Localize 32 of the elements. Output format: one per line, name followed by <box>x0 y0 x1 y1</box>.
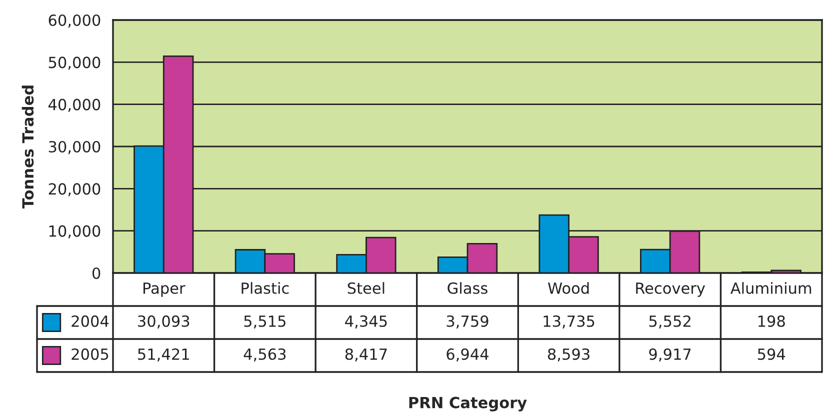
data-label: 9,917 <box>649 348 691 362</box>
x-tick-label: Recovery <box>636 282 706 297</box>
y-tick-label: 10,000 <box>49 225 100 238</box>
data-label: 4,563 <box>244 348 286 362</box>
y-axis-title: Tonnes Traded <box>22 86 34 209</box>
x-tick-label: Glass <box>448 282 488 294</box>
data-label: 4,345 <box>345 315 387 328</box>
y-tick-label: 20,000 <box>48 183 100 196</box>
x-tick-label: Paper <box>144 282 186 297</box>
data-label: 8,593 <box>548 348 590 362</box>
text: PRN Category <box>409 396 527 412</box>
data-label: 594 <box>758 348 786 360</box>
legend-label: 2005 <box>72 348 108 360</box>
x-tick-label: Steel <box>348 282 384 294</box>
y-tick-label: 50,000 <box>48 56 100 70</box>
legend-label: 2004 <box>72 315 109 327</box>
x-tick-label: Wood <box>548 282 589 294</box>
y-tick-label: 30,000 <box>48 140 100 154</box>
data-label: 5,515 <box>244 316 286 328</box>
data-label: 13,735 <box>544 315 594 328</box>
data-label: 198 <box>758 315 785 327</box>
data-label: 51,421 <box>138 348 189 362</box>
data-label: 30,093 <box>138 315 190 328</box>
data-label: 8,417 <box>345 348 387 362</box>
y-tick-label: 60,000 <box>48 14 100 28</box>
x-tick-label: Plastic <box>242 282 289 294</box>
y-tick-label: 40,000 <box>48 98 100 112</box>
y-tick-label: 0 <box>92 267 100 280</box>
x-tick-label: Aluminium <box>730 282 812 294</box>
data-label: 6,944 <box>446 348 489 362</box>
data-label: 3,759 <box>446 315 488 328</box>
data-label: 5,552 <box>649 315 690 328</box>
